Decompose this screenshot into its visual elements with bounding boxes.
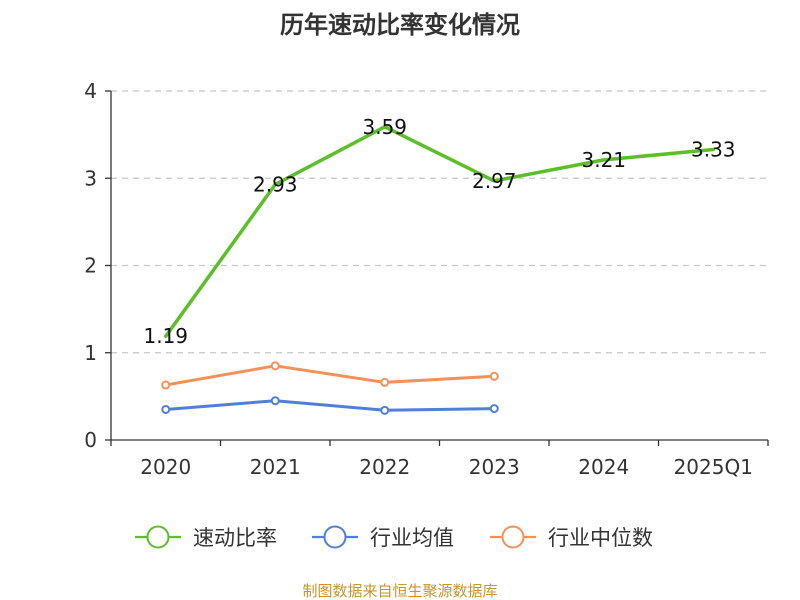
legend-label-速动比率: 速动比率 xyxy=(193,526,277,550)
data-label-2023: 2.97 xyxy=(472,169,517,193)
series-point-行业均值-2022 xyxy=(380,405,390,415)
chart-title: 历年速动比率变化情况 xyxy=(280,11,520,39)
series xyxy=(161,125,716,415)
x-tick-label-2022: 2022 xyxy=(359,455,410,479)
x-tick-label-2024: 2024 xyxy=(578,455,629,479)
series-point-行业均值-2021 xyxy=(270,396,280,406)
series-point-行业均值-2020 xyxy=(161,404,171,414)
data-label-2020: 1.19 xyxy=(143,324,188,348)
y-tick-label-1: 1 xyxy=(84,341,97,365)
source-note: 制图数据来自恒生聚源数据库 xyxy=(302,582,497,600)
legend: 速动比率 行业均值 行业中位数 xyxy=(135,525,653,550)
series-point-行业均值-2023 xyxy=(489,404,499,414)
legend-marker-行业中位数 xyxy=(501,525,525,549)
series-line-行业均值 xyxy=(164,399,496,412)
series-point-行业中位数-2023 xyxy=(489,371,499,381)
grid-lines xyxy=(111,90,768,354)
series-point-行业中位数-2020 xyxy=(161,380,171,390)
data-labels: 1.19 2.93 3.59 2.97 3.21 3.33 xyxy=(143,115,735,348)
data-label-2022: 3.59 xyxy=(362,115,407,139)
series-line-速动比率 xyxy=(164,125,716,338)
y-tick-label-0: 0 xyxy=(84,428,97,452)
x-tick-label-2025Q1: 2025Q1 xyxy=(674,455,753,479)
data-label-2021: 2.93 xyxy=(253,172,298,196)
data-label-2024: 3.21 xyxy=(581,148,626,172)
data-label-2025Q1: 3.33 xyxy=(691,137,736,161)
y-tick-label-3: 3 xyxy=(84,166,97,190)
legend-marker-行业均值 xyxy=(323,525,347,549)
series-point-行业中位数-2021 xyxy=(270,361,280,371)
legend-marker-速动比率 xyxy=(146,525,170,549)
axes: 0 1 2 3 4 2020 2021 2022 2023 2024 2025Q1 xyxy=(84,79,769,479)
series-line-行业中位数 xyxy=(164,364,496,387)
legend-label-行业中位数: 行业中位数 xyxy=(548,526,653,550)
series-point-行业中位数-2022 xyxy=(380,377,390,387)
x-tick-label-2023: 2023 xyxy=(469,455,520,479)
x-tick-label-2020: 2020 xyxy=(140,455,191,479)
legend-label-行业均值: 行业均值 xyxy=(370,526,454,550)
x-tick-label-2021: 2021 xyxy=(250,455,301,479)
y-tick-label-2: 2 xyxy=(84,254,97,278)
y-tick-label-4: 4 xyxy=(84,79,97,103)
